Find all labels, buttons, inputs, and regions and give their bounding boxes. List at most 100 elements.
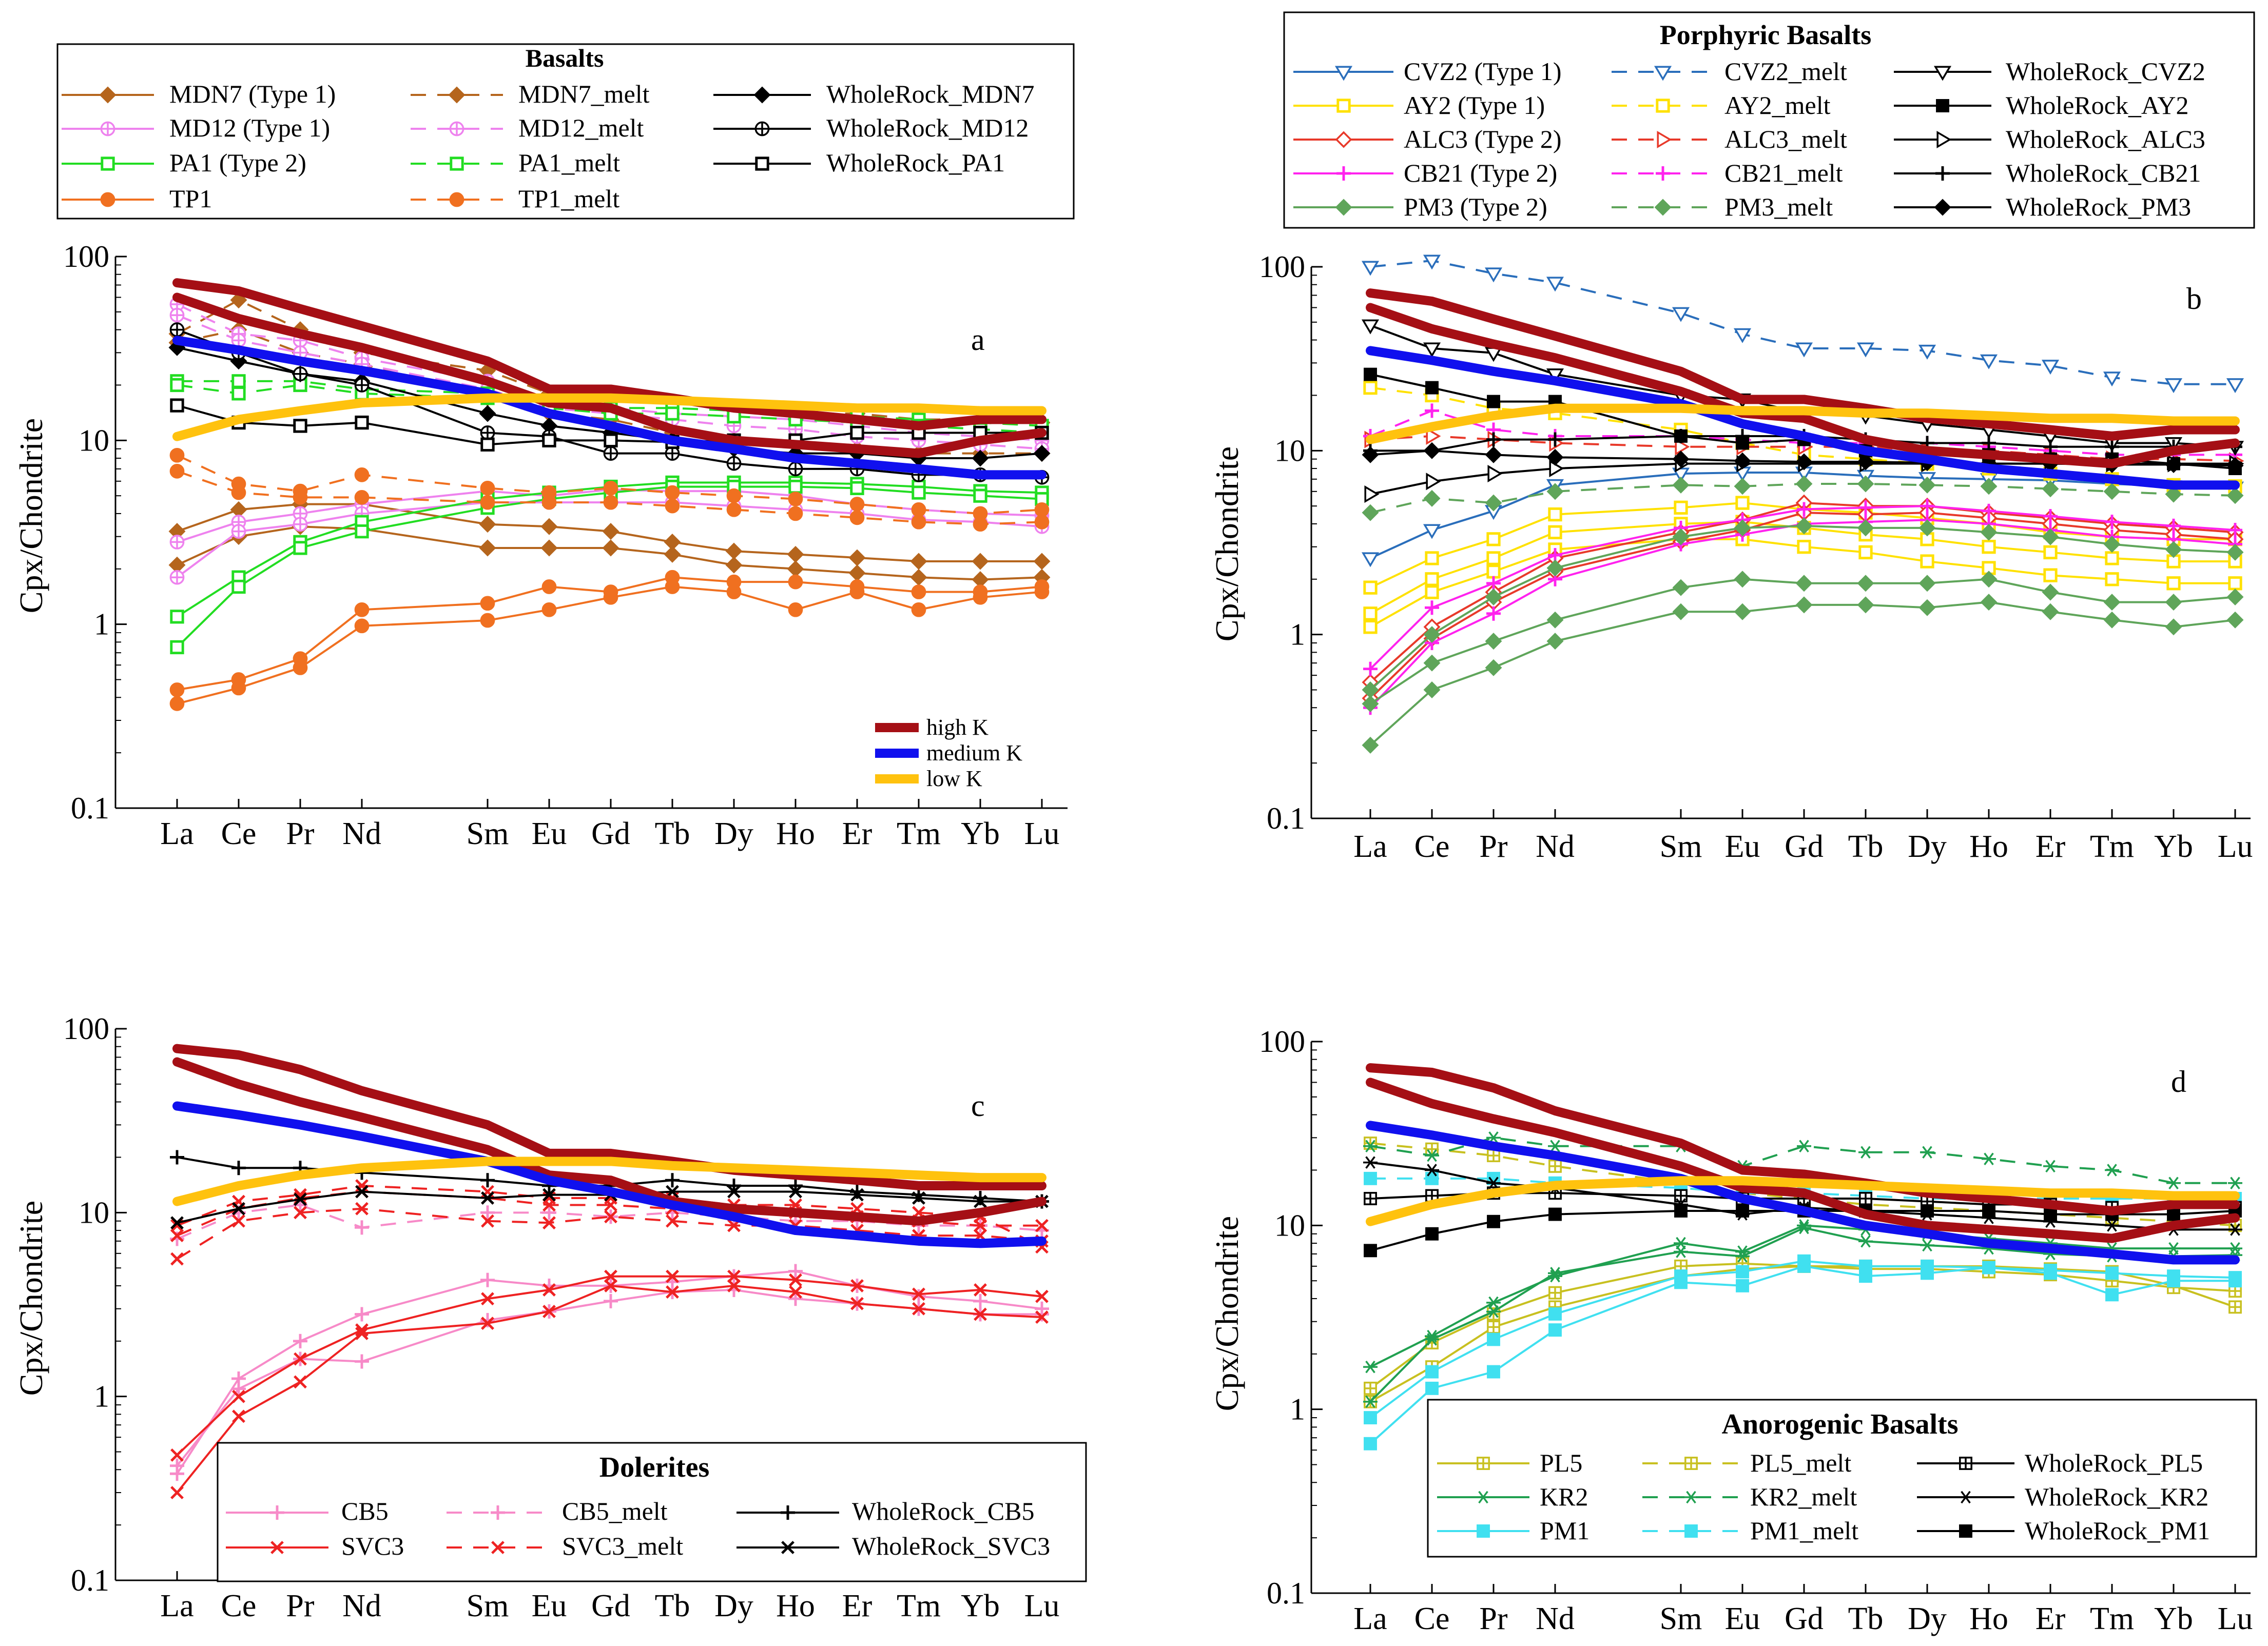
x-tick-label: Dy	[1908, 1601, 1947, 1636]
marker-circleplus	[754, 121, 770, 136]
marker-square_fill	[1674, 1204, 1688, 1218]
marker-diamond_fill	[1980, 523, 1998, 541]
marker-tri_down	[1795, 342, 1813, 358]
legend-box	[56, 43, 1075, 220]
panel-c-letter: c	[971, 1089, 985, 1123]
marker-square	[1548, 507, 1562, 522]
marker-tri_down	[1933, 66, 1952, 81]
marker-sqplus	[1425, 1142, 1439, 1156]
marker-square	[542, 433, 556, 447]
legend-entry: WholeRock_MDN7	[826, 80, 1035, 108]
panel-b-plot: 0.1 1 10 100 La Ce Pr Nd Sm Eu Gd Tb Dy Ho Er Tm Yb Lu	[1259, 250, 2253, 864]
marker-square_fill	[1364, 1171, 1377, 1185]
legend-entry: WholeRock_PM3	[2006, 192, 2191, 221]
marker-tri_down	[1484, 267, 1503, 283]
legend-sample	[1612, 130, 1714, 149]
series-line	[1370, 1177, 2235, 1200]
ref-line-high-k	[172, 292, 1046, 458]
legend-entry: PM1_melt	[1750, 1516, 1858, 1545]
marker-plus	[1486, 576, 1501, 591]
marker-circleplus	[293, 366, 308, 382]
legend-entry: WholeRock_PM1	[2025, 1516, 2210, 1545]
marker-diamond_fill	[1918, 575, 1936, 592]
y-tick-label: 0.1	[1267, 801, 1305, 835]
legend-sample	[226, 1505, 328, 1520]
marker-square_fill	[1859, 1259, 1872, 1273]
marker-plus	[1486, 606, 1501, 621]
marker-x	[666, 1269, 679, 1283]
marker-x	[355, 1327, 369, 1340]
legend-sample	[62, 121, 154, 136]
marker-square_fill	[2167, 1207, 2180, 1221]
marker-diamond_fill	[2042, 528, 2059, 545]
marker-x	[542, 1216, 556, 1230]
legend-entry: KR2	[1540, 1482, 1588, 1511]
marker-diamond	[448, 86, 466, 104]
legend-entry: WholeRock_MD12	[826, 113, 1029, 142]
marker-circleplus	[293, 517, 308, 532]
series-line	[1370, 1136, 2235, 1184]
marker-x	[481, 1214, 494, 1228]
marker-square_fill	[1736, 1279, 1749, 1292]
x-tick-label: Ho	[1969, 1601, 2008, 1636]
legend-sample	[226, 1541, 328, 1554]
marker-square_fill	[1487, 1365, 1500, 1379]
marker-square	[1920, 554, 1934, 569]
marker-x	[727, 1279, 741, 1292]
legend-box	[1427, 1399, 2257, 1558]
ref-line-high-k	[172, 278, 1046, 430]
x-tick-label: Sm	[1660, 1601, 1702, 1636]
marker-diamond_fill	[2165, 485, 2182, 503]
marker-square_fill	[1364, 1411, 1377, 1425]
x-tick-label: Lu	[1024, 816, 1060, 851]
marker-plus	[1425, 403, 1439, 418]
legend-entry: CVZ2 (Type 1)	[1404, 57, 1562, 86]
legend-entry: CB5	[341, 1497, 389, 1525]
series-line	[176, 1275, 1042, 1456]
y-tick-label: 1	[94, 1380, 109, 1414]
x-tick-label: Gd	[591, 1589, 630, 1623]
marker-asterisk	[1425, 1333, 1439, 1346]
marker-x	[481, 1292, 494, 1306]
series-line	[177, 503, 1042, 562]
x-tick-label: Sm	[467, 1589, 509, 1623]
marker-plus	[1548, 432, 1562, 447]
marker-circle	[541, 602, 557, 617]
panel-c-legend: Dolerites CB5 SVC3 CB5_melt SVC3_melt Wh…	[217, 1442, 1087, 1582]
marker-asterisk	[1684, 1491, 1698, 1504]
marker-circle	[849, 584, 865, 599]
x-tick-label: Sm	[467, 816, 509, 851]
marker-x	[232, 1409, 245, 1423]
legend-sample	[1293, 199, 1393, 216]
series-line	[1370, 521, 2235, 615]
series-mdn7-type-1-	[168, 496, 1051, 570]
marker-square	[170, 610, 184, 624]
legend-sample	[1612, 199, 1714, 216]
legend-sample	[1642, 1457, 1740, 1470]
marker-circle	[788, 492, 803, 506]
marker-sqplus	[1487, 1320, 1500, 1334]
marker-diamond_fill	[2042, 480, 2059, 498]
series-line	[1370, 260, 2235, 385]
marker-square	[1982, 540, 1996, 554]
series-line	[177, 303, 1042, 442]
legend-sample	[1293, 66, 1393, 81]
marker-asterisk	[1486, 1305, 1501, 1318]
marker-diamond_fill	[1423, 654, 1441, 672]
marker-square_fill	[1674, 1269, 1688, 1283]
series-line	[1369, 512, 2236, 699]
marker-square	[170, 398, 184, 413]
marker-asterisk	[1363, 1395, 1378, 1408]
marker-asterisk	[1476, 1491, 1490, 1504]
marker-plus	[1935, 166, 1950, 181]
marker-square	[1486, 564, 1501, 579]
marker-circle	[665, 498, 680, 514]
legend-box	[217, 1442, 1087, 1582]
marker-sqplus	[1364, 1381, 1377, 1395]
marker-square	[480, 437, 495, 452]
marker-diamond_fill	[1423, 681, 1441, 699]
panel-b-ylabel: Cpx/Chondrite	[1209, 446, 1245, 641]
marker-plus	[1336, 166, 1351, 181]
marker-diamond_fill	[2226, 487, 2244, 504]
legend-entry: WholeRock_PL5	[2025, 1448, 2203, 1477]
